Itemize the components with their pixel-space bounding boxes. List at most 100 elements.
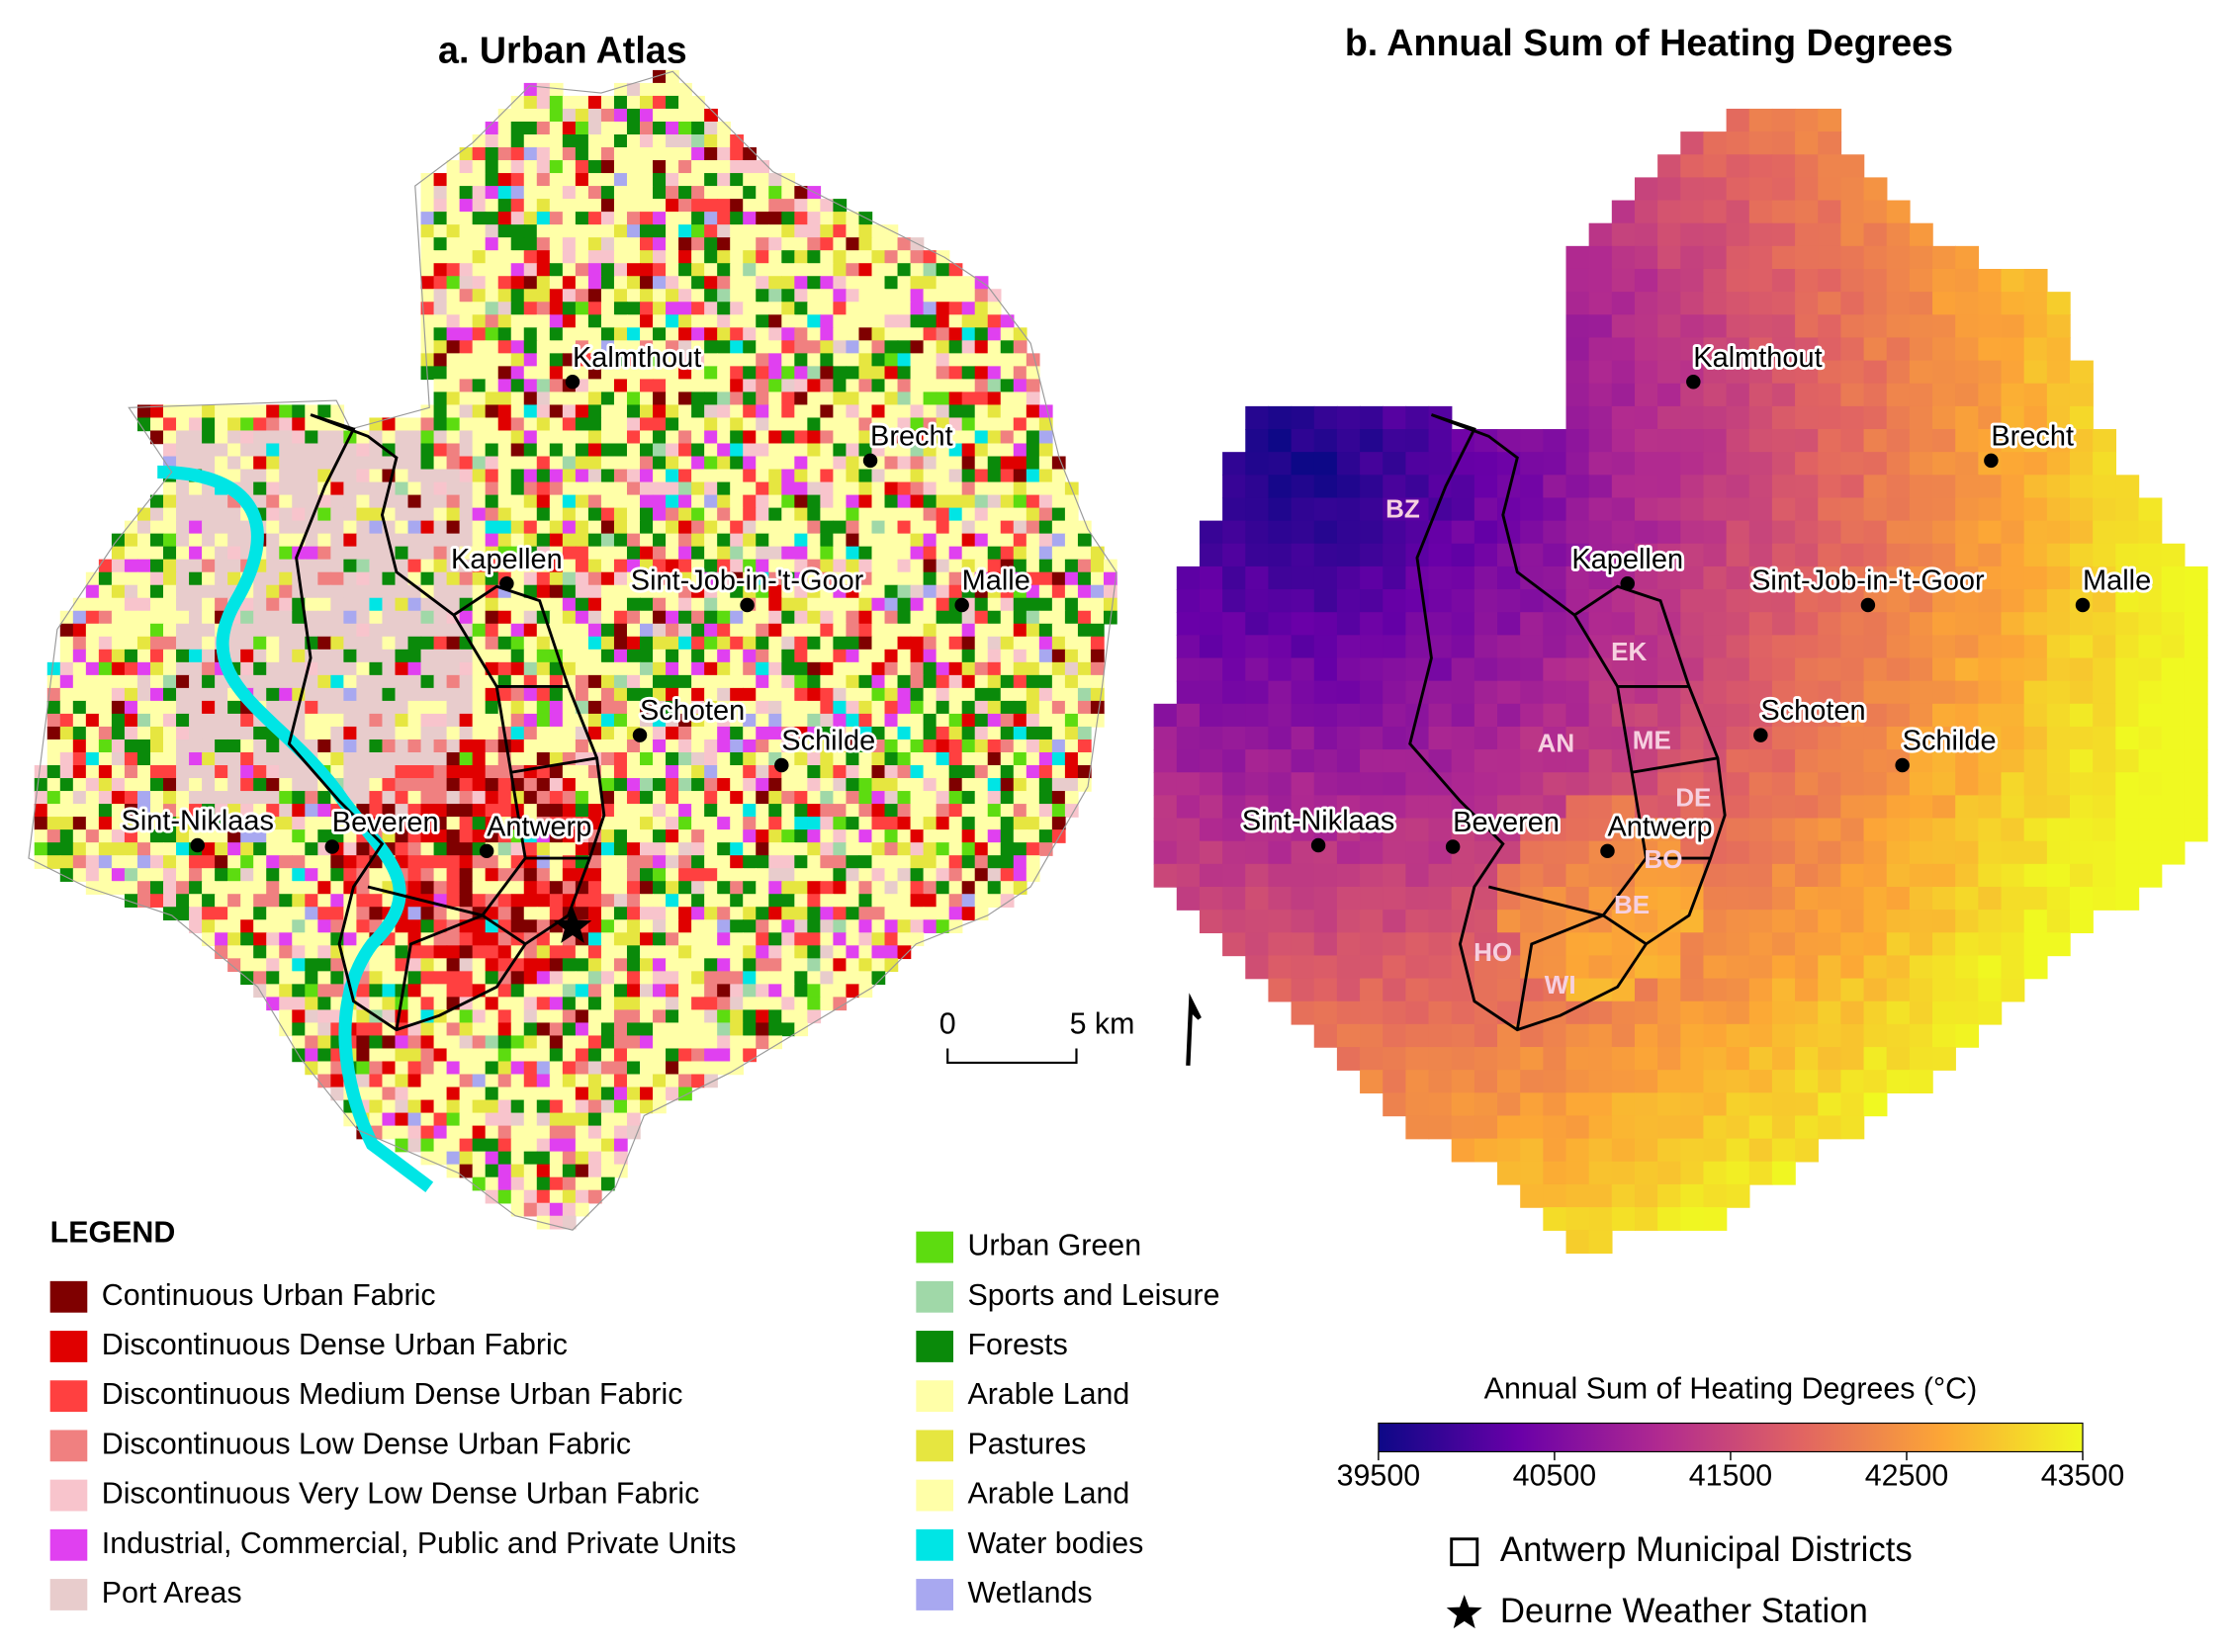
land-cell (846, 237, 860, 251)
land-cell (884, 855, 899, 869)
land-cell (562, 1035, 577, 1050)
land-cell (820, 636, 835, 651)
land-cell (446, 224, 461, 238)
land-cell (562, 494, 577, 509)
land-cell (485, 649, 499, 663)
land-cell (356, 469, 371, 483)
land-cell (562, 533, 577, 548)
heat-cell (2023, 405, 2048, 430)
land-cell (215, 571, 228, 586)
land-cell (562, 1202, 577, 1217)
land-cell (292, 971, 307, 986)
land-cell (549, 546, 564, 561)
land-cell (833, 958, 848, 973)
land-cell (485, 1061, 499, 1076)
land-cell (189, 778, 203, 792)
land-cell (613, 469, 628, 483)
land-cell (626, 391, 641, 406)
land-cell (961, 366, 976, 381)
land-cell (472, 520, 487, 535)
land-cell (768, 379, 783, 393)
land-cell (730, 765, 744, 779)
land-cell (653, 623, 667, 638)
land-cell (266, 932, 280, 947)
heat-cell (1818, 292, 1842, 316)
land-cell (910, 907, 925, 920)
land-cell (369, 649, 384, 663)
land-cell (446, 1099, 461, 1114)
land-cell (1064, 636, 1079, 651)
land-cell (1000, 481, 1015, 496)
land-cell (575, 571, 589, 586)
land-cell (227, 907, 241, 920)
land-cell (807, 237, 822, 251)
land-cell (820, 379, 835, 393)
land-cell (717, 778, 731, 792)
land-cell (85, 649, 100, 663)
land-cell (472, 958, 487, 973)
land-cell (395, 469, 409, 483)
land-cell (756, 417, 769, 432)
land-cell (923, 520, 938, 535)
land-cell (549, 456, 564, 471)
land-cell (98, 571, 113, 586)
heat-cell (1611, 360, 1636, 385)
land-cell (497, 907, 512, 920)
land-cell (781, 791, 796, 805)
land-cell (1013, 739, 1027, 753)
land-cell (666, 623, 679, 638)
land-cell (871, 533, 886, 548)
land-cell (666, 958, 679, 973)
land-cell (807, 778, 822, 792)
land-cell (446, 481, 461, 496)
land-cell (433, 289, 448, 303)
land-cell (1013, 700, 1027, 715)
land-cell (807, 997, 822, 1011)
land-cell (536, 1125, 551, 1140)
land-cell (846, 674, 860, 689)
land-cell (756, 571, 769, 586)
land-cell (1013, 855, 1027, 869)
land-cell (587, 186, 602, 200)
land-cell (1051, 751, 1066, 766)
land-cell (395, 765, 409, 779)
land-cell (485, 314, 499, 329)
land-cell (653, 817, 667, 830)
land-cell (897, 726, 912, 740)
land-cell (666, 443, 679, 458)
land-cell (189, 430, 203, 445)
land-cell (1013, 778, 1027, 792)
land-cell (266, 687, 280, 702)
land-cell (124, 791, 138, 805)
land-cell (743, 713, 757, 728)
land-cell (215, 817, 228, 830)
land-cell (343, 751, 358, 766)
land-cell (124, 751, 138, 766)
land-cell (485, 391, 499, 406)
land-cell (730, 649, 744, 663)
land-cell (613, 250, 628, 264)
land-cell (317, 597, 332, 612)
land-cell (215, 417, 228, 432)
land-cell (626, 739, 641, 753)
land-cell (459, 1151, 474, 1166)
land-cell (34, 804, 48, 818)
land-cell (433, 1087, 448, 1101)
land-cell (497, 842, 512, 856)
land-cell (330, 894, 345, 908)
land-cell (678, 958, 692, 973)
land-cell (846, 751, 860, 766)
land-cell (743, 276, 757, 290)
heat-cell (1771, 268, 1796, 293)
land-cell (897, 842, 912, 856)
land-cell (330, 687, 345, 702)
land-cell (1026, 610, 1040, 625)
land-cell (240, 817, 254, 830)
land-cell (202, 778, 216, 792)
heat-cell (1955, 292, 1980, 316)
land-cell (833, 778, 848, 792)
land-cell (240, 919, 254, 934)
land-cell (820, 302, 835, 316)
land-cell (587, 469, 602, 483)
land-cell (600, 971, 615, 986)
